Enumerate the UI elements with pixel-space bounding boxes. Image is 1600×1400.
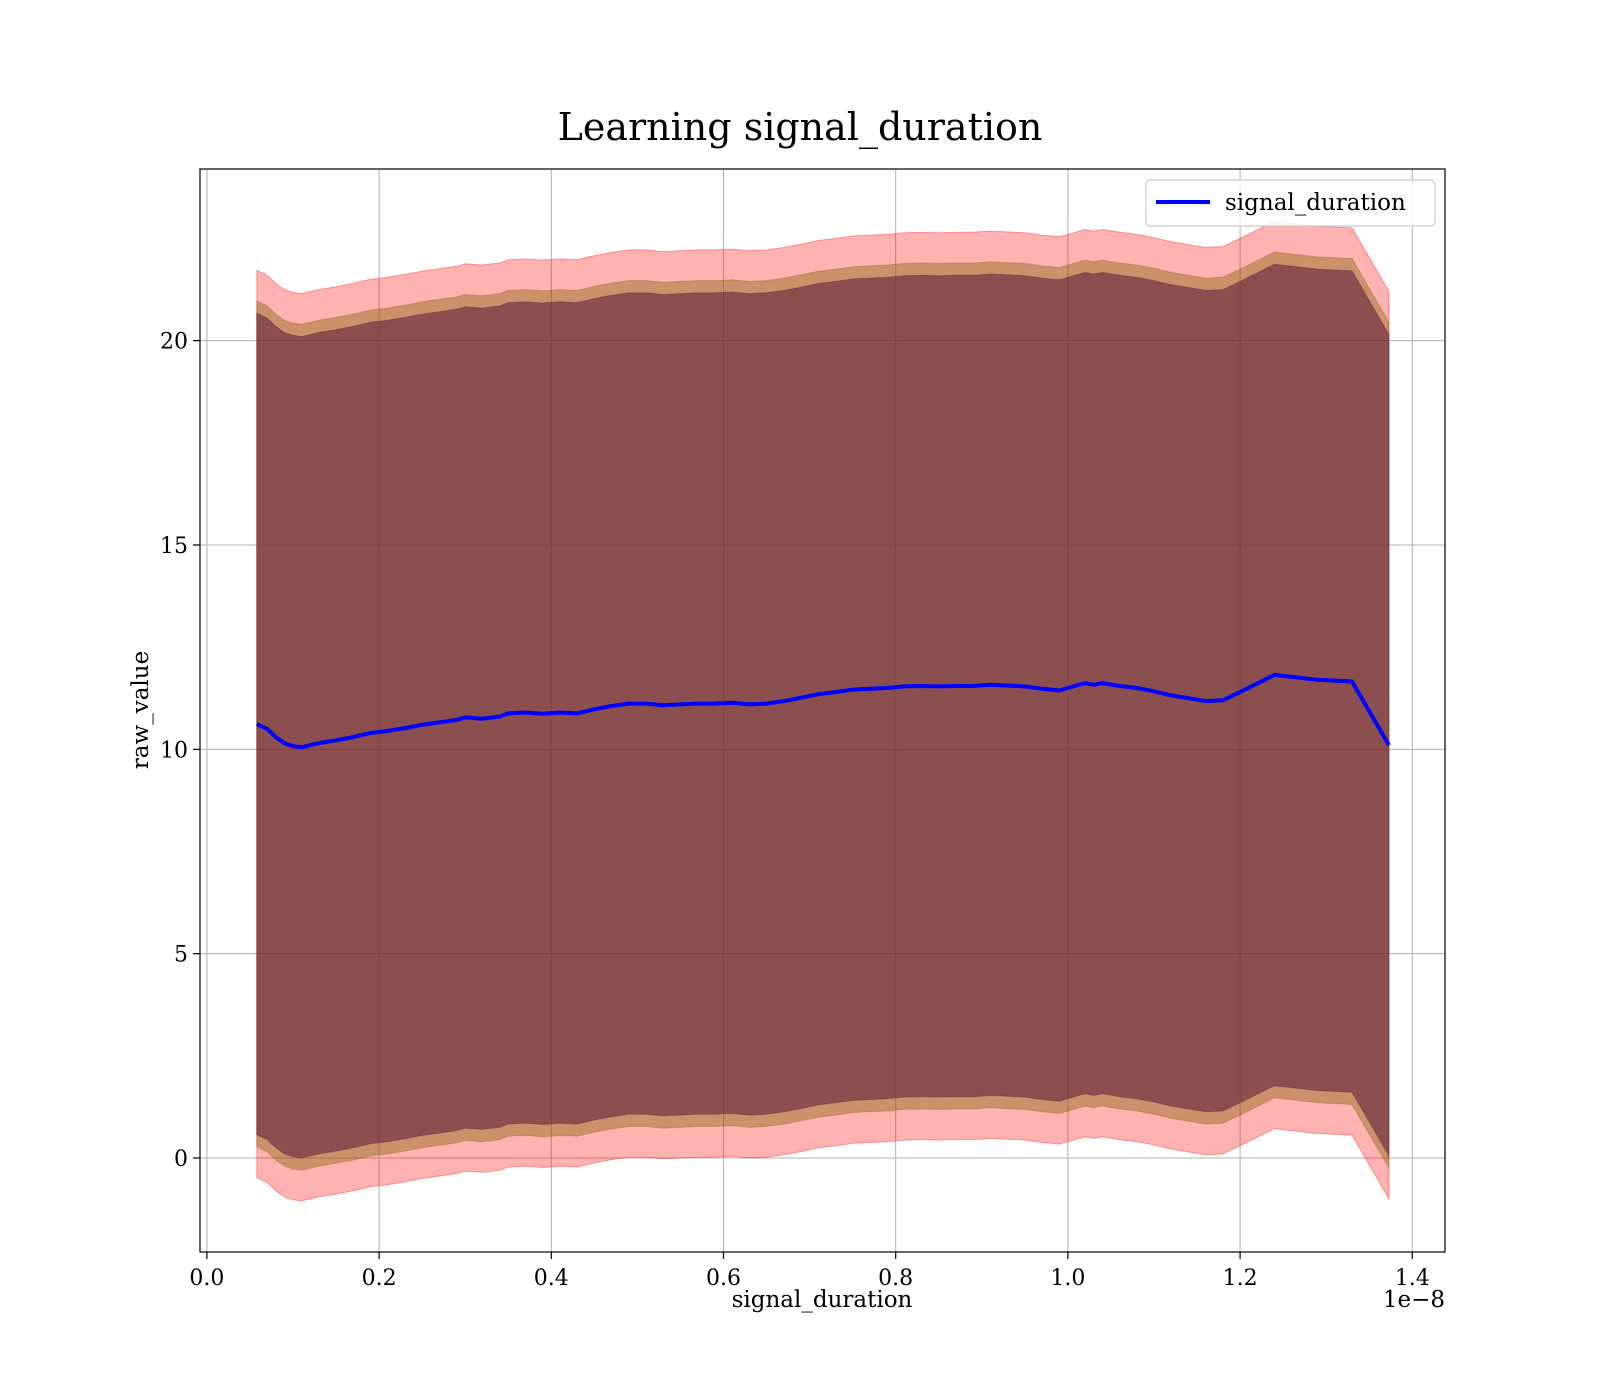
y-tick-label: 20 — [160, 330, 188, 355]
band-inner — [256, 263, 1390, 1159]
x-tick-label: 0.0 — [189, 1266, 224, 1291]
legend-label: signal_duration — [1225, 190, 1406, 216]
x-axis-ticks: 0.0 0.2 0.4 0.6 0.8 1.0 1.2 1.4 — [189, 1252, 1430, 1291]
x-tick-label: 1.0 — [1050, 1266, 1085, 1291]
chart-title: Learning signal_duration — [558, 105, 1043, 150]
x-tick-label: 1.2 — [1223, 1266, 1258, 1291]
x-axis-label: signal_duration — [732, 1287, 913, 1313]
x-tick-label: 0.8 — [878, 1266, 913, 1291]
y-tick-label: 15 — [160, 534, 188, 559]
x-tick-label: 0.2 — [362, 1266, 397, 1291]
plot-frame — [199, 168, 1446, 1253]
x-axis-offset-text: 1e−8 — [1383, 1287, 1445, 1313]
y-tick-label: 5 — [174, 943, 188, 968]
x-tick-label: 1.4 — [1395, 1266, 1430, 1291]
y-tick-label: 10 — [160, 738, 188, 763]
y-axis-ticks: 0 5 10 15 20 — [160, 330, 200, 1172]
y-axis-label: raw_value — [128, 651, 154, 769]
x-tick-label: 0.4 — [534, 1266, 569, 1291]
legend: signal_duration — [1145, 179, 1436, 227]
confidence-bands — [256, 220, 1390, 1202]
legend-box — [1145, 179, 1436, 227]
y-tick-label: 0 — [174, 1147, 188, 1172]
series-line-signal-duration — [255, 672, 1391, 750]
x-tick-label: 0.6 — [706, 1266, 741, 1291]
series-lines — [255, 672, 1391, 750]
